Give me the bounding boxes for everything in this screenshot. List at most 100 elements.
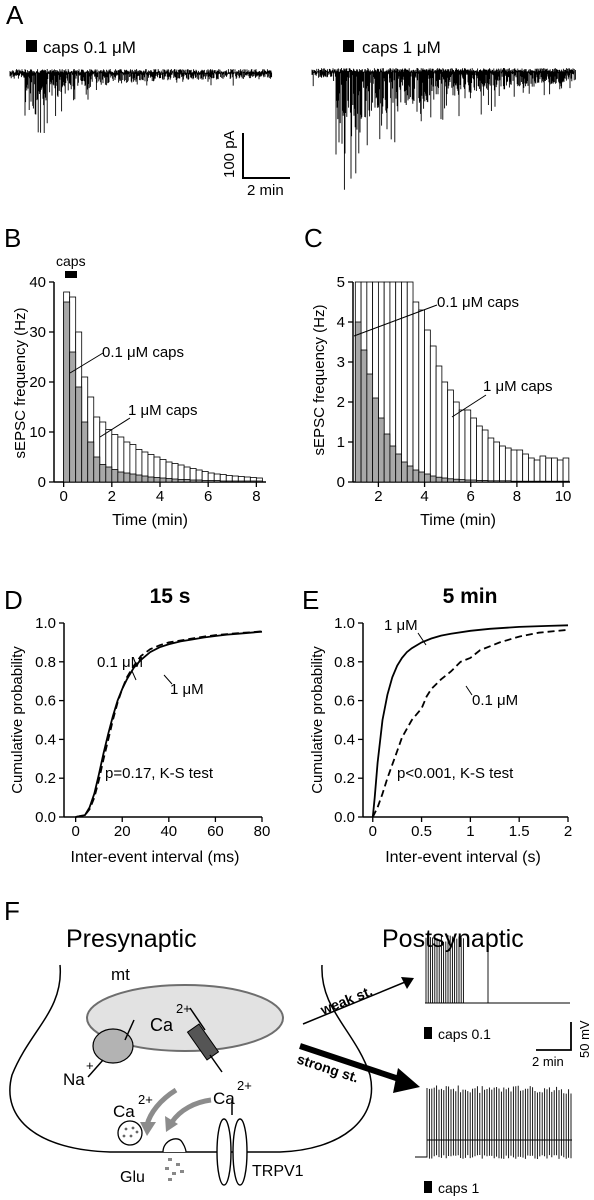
bar-01um — [481, 479, 489, 483]
voltage-trace-weak — [425, 932, 570, 1004]
bar-01um — [487, 480, 495, 483]
trpv1-label: TRPV1 — [252, 1163, 304, 1180]
na-ca-exchanger — [92, 1028, 134, 1064]
bar-01um — [516, 480, 524, 483]
x-tick-label: 1.5 — [509, 823, 530, 840]
bar-01um — [366, 373, 374, 483]
bar-01um — [93, 456, 101, 483]
bar-01um — [231, 480, 239, 483]
leader-d-1 — [163, 674, 173, 685]
bar-01um — [435, 476, 443, 483]
bar-1um — [429, 345, 437, 483]
trace-line — [311, 68, 576, 190]
bar-1um — [401, 281, 408, 483]
y-tick-label: 0.4 — [334, 731, 355, 748]
bar-01um — [81, 421, 89, 483]
strong-stimulus-arrow — [299, 1043, 409, 1085]
ylabel-b: sEPSC frequency (Hz) — [12, 308, 29, 459]
legend-c-1: 1 μM caps — [483, 378, 553, 395]
bar-1um — [551, 457, 558, 483]
caps-marker-weak — [424, 1027, 432, 1039]
panel-a-letter: A — [6, 0, 24, 30]
curve-01um — [371, 628, 569, 818]
scale-bar-f — [536, 1022, 572, 1051]
bar-1um — [470, 417, 477, 483]
mt-label: mt — [111, 965, 130, 984]
scale-label-f-x: 2 min — [532, 1054, 564, 1069]
caps-marker-strong — [424, 1181, 432, 1193]
bar-1um — [528, 457, 535, 483]
bar-1um — [556, 459, 564, 483]
bar-01um — [99, 464, 107, 483]
bar-01um — [219, 480, 227, 483]
histogram-b: 0 2 4 6 8 0 10 20 30 40 — [29, 274, 266, 505]
bar-1um — [516, 449, 524, 483]
bar-01um — [406, 465, 414, 483]
bar-1um — [504, 447, 512, 483]
voltage-trace-strong — [415, 1085, 572, 1159]
bar-01um — [183, 479, 191, 483]
trpv1-ca-arrow — [169, 1097, 212, 1124]
x-tick-label: 8 — [252, 488, 260, 505]
x-tick-label: 4 — [156, 488, 164, 505]
bar-01um — [117, 471, 125, 483]
caps-bar-b — [65, 271, 77, 278]
bar-01um — [522, 480, 529, 483]
annotation-d: p=0.17, K-S test — [105, 765, 214, 782]
leader-b-01 — [69, 352, 104, 374]
y-tick-label: 0.2 — [35, 770, 56, 787]
panel-e: E 5 min 0 0.5 1 1.5 2 0.0 0.2 0.4 0.6 0.8 1.0 Cumu… — [302, 585, 572, 866]
bar-01um — [87, 441, 95, 483]
bar-1um — [487, 437, 495, 483]
bar-01um — [207, 480, 215, 483]
bar-01um — [545, 480, 552, 483]
panel-b: B caps 0 2 4 6 8 0 10 20 30 40 sEPSC frequency (H… — [4, 223, 266, 529]
weak-stimulus-label: weak st. — [317, 983, 374, 1019]
legend-b-01: 0.1 μM caps — [102, 344, 184, 361]
na-arrow — [87, 1059, 104, 1078]
x-tick-label: 60 — [207, 823, 224, 840]
ca-out-arrow — [124, 1019, 135, 1041]
trpv1-subunit-right — [232, 1118, 248, 1186]
bar-01um — [225, 480, 233, 483]
bar-01um — [147, 476, 155, 483]
bar-01um — [412, 469, 420, 483]
ca-uniporter — [186, 1023, 220, 1061]
x-tick-label: 1 — [466, 823, 474, 840]
leader-b-1 — [99, 417, 131, 438]
bar-01um — [177, 479, 185, 483]
bar-01um — [195, 479, 203, 483]
y-tick-label: 0.8 — [334, 654, 355, 671]
bar-01um — [476, 479, 483, 483]
bar-01um — [237, 480, 245, 483]
trace-label-left: caps 0.1 μM — [43, 38, 136, 57]
scale-bar-a — [242, 133, 290, 179]
curve-1um — [75, 630, 263, 818]
panel-c-letter: C — [304, 223, 323, 253]
bar-1um — [522, 453, 529, 483]
x-tick-label: 0 — [369, 823, 377, 840]
presynaptic-terminal-outline — [9, 964, 373, 1153]
panel-f-letter: F — [4, 896, 20, 926]
x-tick-label: 2 — [564, 823, 572, 840]
bar-01um — [464, 479, 472, 483]
trace-label-right: caps 1 μM — [362, 38, 441, 57]
bar-1um — [562, 457, 570, 483]
leader-c-01 — [353, 304, 438, 337]
bar-01um — [377, 417, 385, 483]
bar-1um — [424, 329, 431, 483]
legend-d-01: 0.1 μM — [97, 654, 143, 671]
x-tick-label: 40 — [160, 823, 177, 840]
weak-stimulus-arrowhead — [401, 977, 414, 989]
xlabel-b: Time (min) — [112, 512, 188, 529]
x-tick-label: 20 — [114, 823, 131, 840]
mitochondrion — [86, 984, 284, 1052]
bar-1um — [412, 301, 420, 483]
ylabel-e: Cumulative probability — [309, 646, 326, 794]
trpv1-ca-arrowhead — [165, 1116, 178, 1132]
y-tick-label: 0 — [38, 474, 46, 491]
bar-01um — [551, 480, 558, 483]
bar-01um — [111, 469, 119, 483]
title-d: 15 s — [150, 585, 191, 608]
xlabel-c: Time (min) — [420, 512, 496, 529]
